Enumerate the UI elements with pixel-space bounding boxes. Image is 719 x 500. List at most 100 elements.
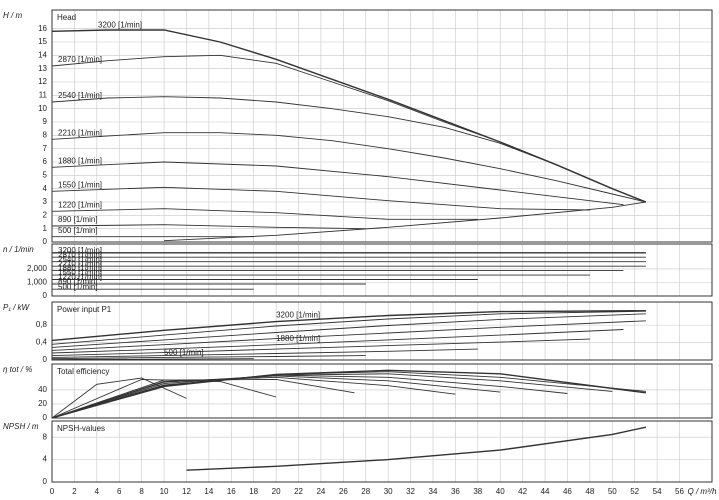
y-tick-label: 0	[43, 355, 48, 364]
curve-label: 1880 [1/min]	[58, 156, 102, 165]
y-tick-label: 9	[43, 117, 48, 126]
y-tick-label: 13	[38, 64, 47, 73]
curve	[51, 161, 624, 206]
panel-frame	[51, 363, 713, 419]
curve	[51, 376, 456, 419]
curve	[51, 338, 590, 357]
panel-frame	[51, 243, 713, 297]
y-axis-label: H / m	[3, 11, 22, 20]
x-tick-label: 34	[429, 487, 438, 496]
y-tick-label: 8	[43, 432, 48, 441]
curve	[51, 378, 277, 419]
x-tick-label: 30	[384, 487, 393, 496]
y-tick-label: 0	[43, 477, 48, 486]
y-tick-label: 14	[38, 50, 47, 59]
x-tick-label: 44	[541, 487, 550, 496]
y-tick-label: 15	[38, 37, 47, 46]
x-tick-label: 18	[249, 487, 258, 496]
curve-label: 1880 [1/min]	[276, 334, 320, 343]
x-tick-label: 2	[72, 487, 77, 496]
curve	[51, 348, 478, 358]
curve	[51, 96, 647, 203]
curve	[51, 377, 187, 419]
x-tick-label: 52	[630, 487, 639, 496]
curve	[51, 54, 647, 203]
curve-label: 500 [1/min]	[164, 348, 204, 357]
curve	[51, 355, 366, 360]
curve-label: 2870 [1/min]	[58, 250, 102, 259]
y-tick-label: 7	[43, 144, 48, 153]
panel-title: Total efficiency	[57, 367, 109, 376]
curve	[51, 329, 624, 354]
panel-frame	[51, 301, 713, 361]
y-tick-label: 40	[38, 385, 47, 394]
curve	[51, 378, 355, 419]
panel-title: Power input P1	[57, 305, 112, 314]
y-tick-label: 1	[43, 224, 48, 233]
panel-title: Head	[57, 13, 76, 22]
x-tick-label: 8	[139, 487, 144, 496]
curve-label: 890 [1/min]	[58, 277, 98, 286]
y-tick-label: 2	[43, 210, 48, 219]
x-tick-label: 38	[473, 487, 482, 496]
y-tick-label: 8	[43, 130, 48, 139]
x-tick-label: 54	[653, 487, 662, 496]
curve	[51, 132, 647, 203]
curve-label: 1550 [1/min]	[58, 180, 102, 189]
y-tick-label: 0,4	[36, 338, 48, 347]
curve	[164, 201, 646, 242]
y-tick-label: 20	[38, 399, 47, 408]
curve-label: 500 [1/min]	[58, 226, 98, 235]
curve-label: 1880 [1/min]	[58, 264, 102, 273]
x-tick-label: 46	[563, 487, 572, 496]
curve	[51, 310, 646, 342]
x-tick-label: 10	[160, 487, 169, 496]
y-tick-label: 10	[38, 104, 47, 113]
y-tick-label: 0	[43, 237, 48, 246]
curve-label: 1220 [1/min]	[58, 273, 102, 282]
y-axis-label: P₁ / kW	[3, 303, 31, 312]
curve-label: 2540 [1/min]	[58, 91, 102, 100]
y-tick-label: 0	[43, 291, 48, 300]
y-tick-label: 4	[43, 455, 48, 464]
x-tick-label: 26	[339, 487, 348, 496]
x-tick-label: 28	[361, 487, 370, 496]
y-tick-label: 1,000	[27, 278, 48, 287]
y-tick-label: 11	[39, 90, 48, 99]
curve-label: 1550 [1/min]	[58, 268, 102, 277]
x-tick-label: 14	[204, 487, 213, 496]
y-tick-label: 12	[38, 77, 47, 86]
x-tick-label: 4	[95, 487, 100, 496]
x-tick-label: 48	[585, 487, 594, 496]
y-tick-label: 6	[43, 157, 48, 166]
x-tick-label: 20	[272, 487, 281, 496]
y-axis-label: n / 1/min	[3, 245, 34, 254]
curve	[51, 358, 254, 361]
curve-label: 2870 [1/min]	[58, 55, 102, 64]
curve	[51, 224, 366, 230]
y-tick-label: 0	[43, 413, 48, 422]
curve	[51, 313, 646, 348]
y-axis-label: NPSH / m	[3, 422, 39, 431]
y-tick-label: 3	[43, 197, 48, 206]
x-tick-label: 16	[227, 487, 236, 496]
x-axis-label: Q / m³/h	[688, 487, 717, 496]
x-tick-label: 0	[50, 487, 55, 496]
panel-title: NPSH-values	[57, 424, 105, 433]
curve-label: 500 [1/min]	[58, 282, 98, 291]
x-tick-label: 6	[117, 487, 122, 496]
y-tick-label: 0,8	[36, 320, 48, 329]
x-tick-label: 36	[451, 487, 460, 496]
x-tick-label: 12	[182, 487, 191, 496]
y-tick-label: 2,000	[27, 264, 48, 273]
x-tick-label: 22	[294, 487, 303, 496]
x-tick-label: 56	[675, 487, 684, 496]
curve-label: 2210 [1/min]	[58, 128, 102, 137]
curve	[51, 369, 646, 419]
panel-frame	[51, 420, 713, 483]
y-tick-label: 4	[43, 184, 48, 193]
y-axis-label: η tot / %	[3, 365, 32, 374]
x-tick-label: 50	[608, 487, 617, 496]
curve-label: 3200 [1/min]	[98, 20, 142, 29]
